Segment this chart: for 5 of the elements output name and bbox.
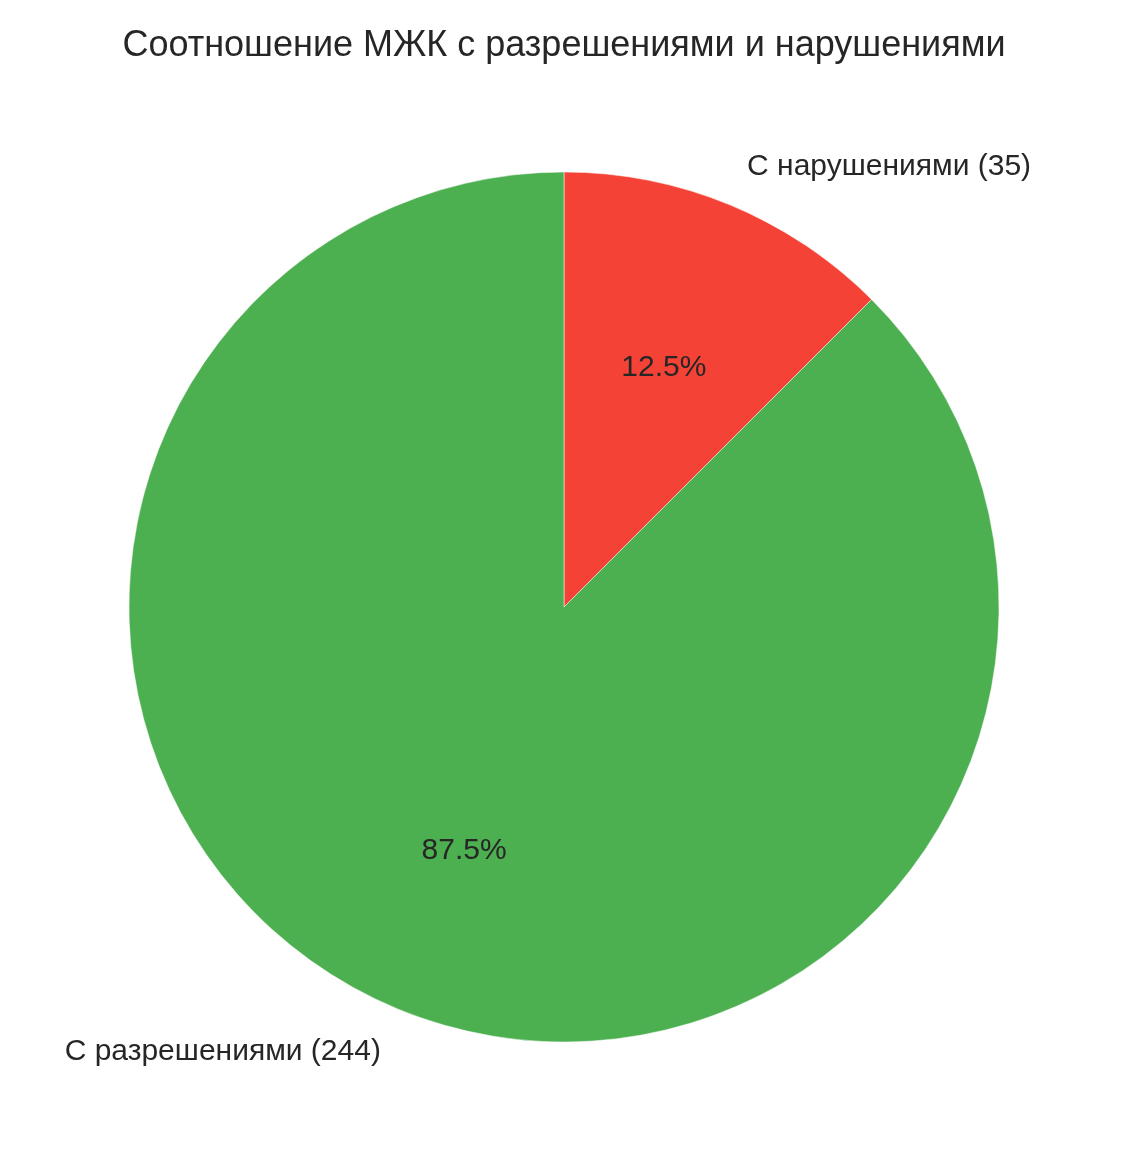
slice-label: С нарушениями (35): [747, 148, 1032, 182]
slice-label: С разрешениями (244): [64, 1032, 381, 1066]
data-label: 87.5%: [421, 831, 507, 865]
data-label: 12.5%: [621, 349, 707, 383]
chart-title: Соотношение МЖК с разрешениями и нарушениями: [122, 22, 1006, 64]
